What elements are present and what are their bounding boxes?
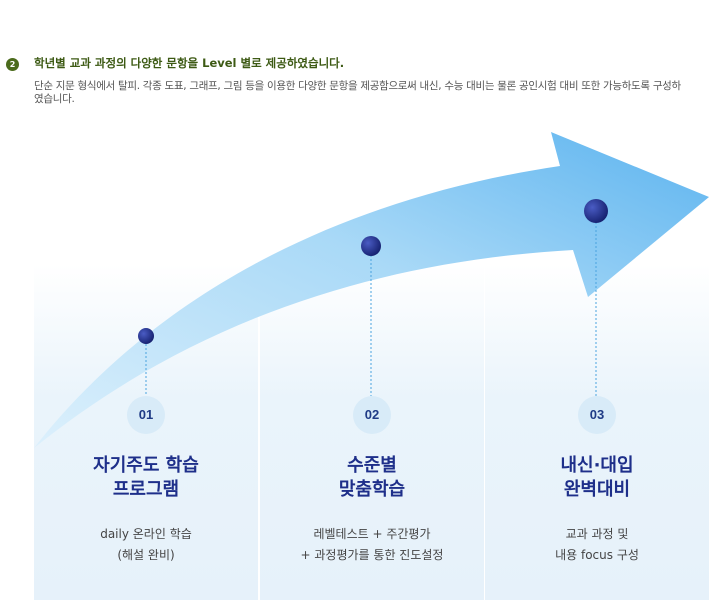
step-subtitle: daily 온라인 학습 (해설 완비) [100, 527, 192, 562]
description: 단순 지문 형식에서 탈피. 각종 도표, 그래프, 그림 등을 이용한 다양한… [34, 80, 681, 105]
step-1: 01 자기주도 학습 프로그램 daily 온라인 학습 (해설 완비) [34, 396, 258, 566]
arrow-body [34, 132, 709, 448]
step-subtitle: 레벨테스트 + 주간평가 + 과정평가를 통한 진도설정 [300, 527, 444, 562]
milestone-dot-1 [138, 328, 154, 344]
milestone-dot-2 [361, 236, 381, 256]
header: 2 학년별 교과 과정의 다양한 문항을 Level 별로 제공하였습니다. 단… [0, 0, 709, 120]
step-number-circle: 03 [578, 396, 616, 434]
milestone-dot-3 [584, 199, 608, 223]
step-number-circle: 01 [127, 396, 165, 434]
number-badge: 2 [6, 58, 19, 71]
step-title: 자기주도 학습 프로그램 [93, 455, 199, 500]
headline: 학년별 교과 과정의 다양한 문항을 Level 별로 제공하였습니다. [34, 56, 345, 70]
step-title: 수준별 맞춤학습 [338, 455, 406, 500]
step-title: 내신·대입 완벽대비 [560, 455, 634, 500]
step-subtitle: 교과 과정 및 내용 focus 구성 [555, 527, 639, 562]
step-3: 03 내신·대입 완벽대비 교과 과정 및 내용 focus 구성 [485, 396, 709, 566]
step-2: 02 수준별 맞춤학습 레벨테스트 + 주간평가 + 과정평가를 통한 진도설정 [260, 396, 484, 566]
step-number-circle: 02 [353, 396, 391, 434]
